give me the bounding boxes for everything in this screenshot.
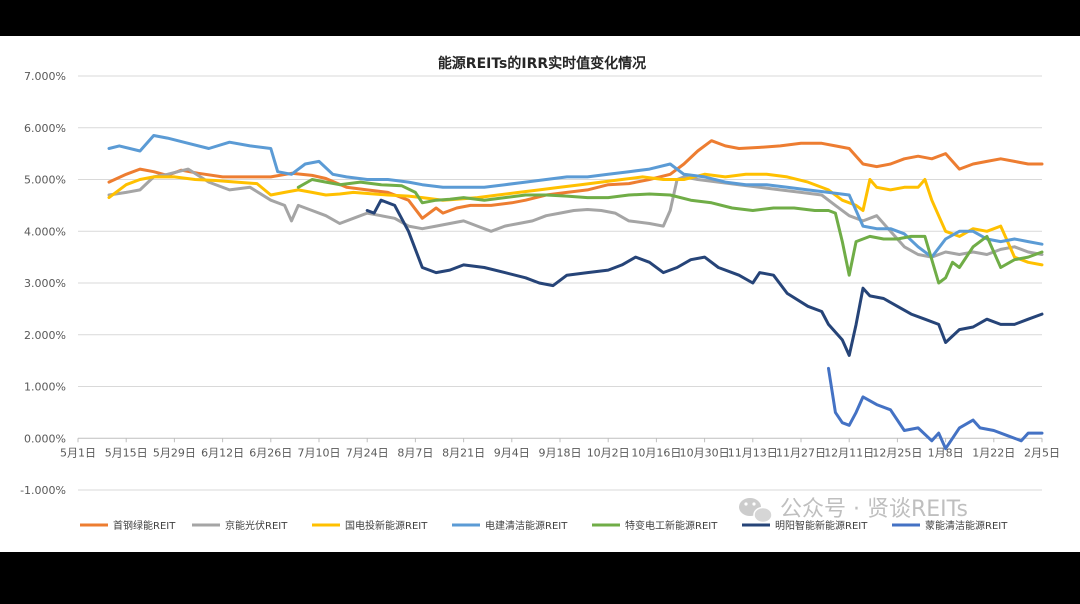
x-tick-label: 5月15日 xyxy=(105,446,148,459)
legend-item: 蒙能清洁能源REIT xyxy=(892,519,1008,532)
legend-label: 蒙能清洁能源REIT xyxy=(925,519,1008,532)
series-line xyxy=(827,366,1044,451)
x-tick-label: 7月24日 xyxy=(346,446,389,459)
x-tick-label: 6月26日 xyxy=(249,446,292,459)
x-tick-label: 5月1日 xyxy=(60,446,96,459)
x-tick-label: 9月18日 xyxy=(539,446,582,459)
legend-label: 京能光伏REIT xyxy=(225,519,288,532)
y-tick-label: 6.000% xyxy=(24,122,66,135)
chart-frame: 能源REITs的IRR实时值变化情况 7.000% 6.000% 5.000% 4.0… xyxy=(0,36,1080,552)
x-tick-label: 7月10日 xyxy=(298,446,341,459)
legend-label: 首钢绿能REIT xyxy=(113,519,176,532)
series-line xyxy=(107,172,1044,267)
x-tick-label: 10月30日 xyxy=(680,446,730,459)
legend-label: 明阳智能新能源REIT xyxy=(775,519,868,532)
legend-item: 特变电工新能源REIT xyxy=(592,519,718,532)
x-tick-label: 6月12日 xyxy=(201,446,244,459)
y-tick-label: 0.000% xyxy=(24,432,66,445)
series-line xyxy=(107,134,1044,259)
x-axis-ticks: 5月1日 5月15日 5月29日 6月12日 6月26日 7月10日 7月24日 8月7日 8月… xyxy=(60,438,1060,459)
y-tick-label: -1.000% xyxy=(20,484,66,497)
x-tick-label: 11月13日 xyxy=(728,446,778,459)
y-tick-label: 3.000% xyxy=(24,277,66,290)
y-tick-label: 7.000% xyxy=(24,70,66,83)
grid-lines xyxy=(78,75,1042,491)
series-line xyxy=(107,167,1044,259)
y-tick-label: 2.000% xyxy=(24,329,66,342)
x-tick-label: 2月5日 xyxy=(1024,446,1060,459)
chart-title: 能源REITs的IRR实时值变化情况 xyxy=(438,55,646,72)
series-layer xyxy=(107,134,1044,451)
y-tick-label: 5.000% xyxy=(24,174,66,187)
x-tick-label: 8月21日 xyxy=(442,446,485,459)
x-tick-label: 9月4日 xyxy=(494,446,530,459)
legend-label: 国电投新能源REIT xyxy=(345,519,428,532)
line-chart: 能源REITs的IRR实时值变化情况 7.000% 6.000% 5.000% 4.0… xyxy=(20,55,1060,532)
series-line xyxy=(107,139,1044,220)
x-tick-label: 12月25日 xyxy=(872,446,922,459)
x-tick-label: 10月16日 xyxy=(631,446,681,459)
y-tick-label: 4.000% xyxy=(24,225,66,238)
x-tick-label: 1月22日 xyxy=(972,446,1015,459)
watermark: 公众号 · 贤谈REITs xyxy=(739,497,968,524)
series-line xyxy=(365,198,1044,357)
y-axis-ticks: 7.000% 6.000% 5.000% 4.000% 3.000% 2.000% 1.00… xyxy=(20,70,66,497)
x-tick-label: 1月8日 xyxy=(928,446,964,459)
legend-item: 国电投新能源REIT xyxy=(312,519,428,532)
x-tick-label: 8月7日 xyxy=(397,446,433,459)
legend-item: 明阳智能新能源REIT xyxy=(742,519,868,532)
x-tick-label: 12月11日 xyxy=(824,446,874,459)
legend-item: 首钢绿能REIT xyxy=(80,519,176,532)
x-tick-label: 10月2日 xyxy=(587,446,630,459)
wechat-icon xyxy=(739,498,773,524)
x-tick-label: 11月27日 xyxy=(776,446,826,459)
y-tick-label: 1.000% xyxy=(24,381,66,394)
legend-item: 电建清洁能源REIT xyxy=(452,519,568,532)
legend-item: 京能光伏REIT xyxy=(192,519,288,532)
legend-label: 特变电工新能源REIT xyxy=(625,519,718,532)
series-line xyxy=(296,178,1044,285)
legend: 首钢绿能REIT 京能光伏REIT 国电投新能源REIT 电建清洁能源REIT 特变电工… xyxy=(80,519,1008,532)
x-tick-label: 5月29日 xyxy=(153,446,196,459)
watermark-text: 公众号 · 贤谈REITs xyxy=(780,497,968,522)
legend-label: 电建清洁能源REIT xyxy=(485,519,568,532)
